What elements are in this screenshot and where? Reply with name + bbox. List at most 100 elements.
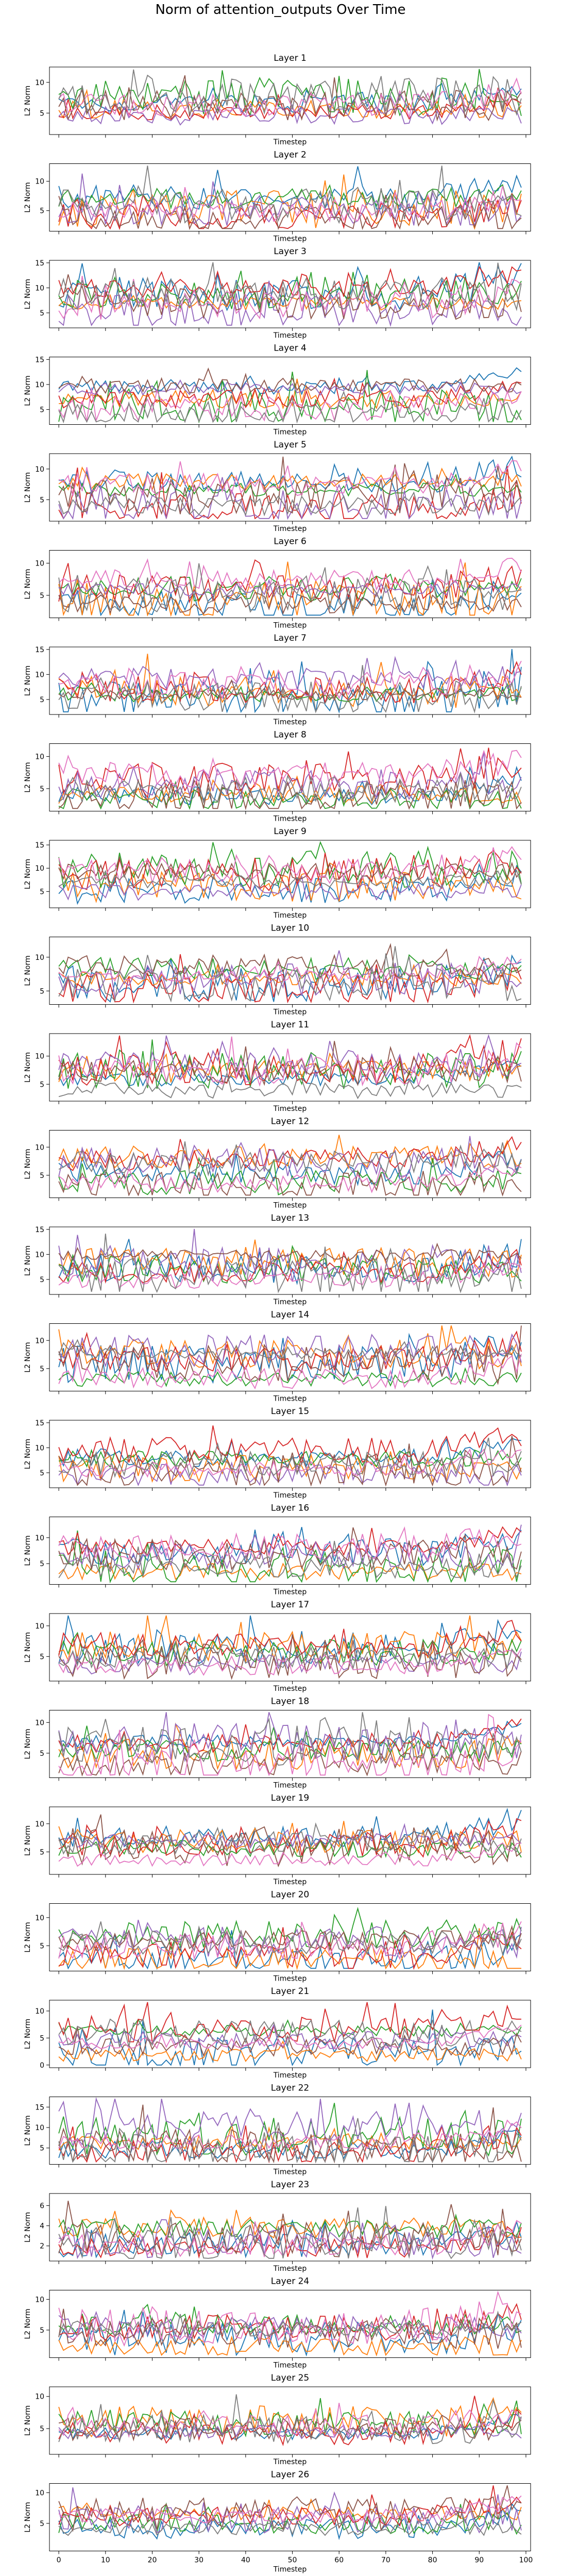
axes-frame bbox=[49, 1903, 531, 1971]
series-line bbox=[58, 660, 522, 700]
y-tick-label: 15 bbox=[35, 646, 44, 654]
y-tick-label: 10 bbox=[35, 753, 44, 761]
subplot-title: Layer 6 bbox=[274, 537, 307, 547]
series-line bbox=[58, 477, 522, 520]
x-tick-label: 50 bbox=[288, 2556, 297, 2565]
series-line bbox=[58, 377, 522, 410]
y-tick-label: 15 bbox=[35, 2103, 44, 2112]
x-axis-label: Timestep bbox=[273, 1685, 307, 1693]
x-axis-label: Timestep bbox=[273, 1105, 307, 1113]
series-line bbox=[58, 2097, 522, 2147]
series-line bbox=[58, 1640, 522, 1670]
subplot-layer-5: Layer 5 5 10 Timestep L2 Norm bbox=[24, 440, 531, 533]
y-tick-label: 10 bbox=[35, 381, 44, 389]
y-tick-label: 5 bbox=[40, 785, 44, 793]
subplot-layer-9: Layer 9 5 10 15 Timestep L2 Norm bbox=[24, 826, 531, 920]
subplot-layer-15: Layer 15 5 10 15 Timestep L2 Norm bbox=[24, 1406, 531, 1500]
series-line bbox=[58, 2396, 522, 2447]
x-tick-label: 40 bbox=[241, 2556, 250, 2565]
x-tick-label: 70 bbox=[381, 2556, 390, 2565]
series-line bbox=[58, 1921, 522, 1956]
subplot-layer-25: Layer 25 5 10 Timestep L2 Norm bbox=[24, 2373, 531, 2466]
y-tick-label: 10 bbox=[35, 559, 44, 568]
subplot-layer-6: Layer 6 5 10 Timestep L2 Norm bbox=[24, 537, 531, 630]
y-axis-label: L2 Norm bbox=[24, 2405, 32, 2436]
series-line bbox=[58, 2018, 522, 2037]
series-line bbox=[58, 2485, 522, 2532]
series-line bbox=[58, 875, 522, 901]
x-axis-label: Timestep bbox=[273, 2168, 307, 2176]
subplot-layer-8: Layer 8 5 10 Timestep L2 Norm bbox=[24, 730, 531, 823]
series-line bbox=[58, 367, 522, 394]
subplot-title: Layer 8 bbox=[274, 730, 307, 740]
series-line bbox=[58, 1136, 522, 1171]
series-line bbox=[58, 1228, 522, 1282]
y-tick-label: 10 bbox=[35, 2296, 44, 2304]
y-tick-label: 10 bbox=[35, 1444, 44, 1452]
series-line bbox=[58, 1526, 522, 1561]
series-line bbox=[58, 390, 522, 424]
x-axis-label: Timestep bbox=[273, 622, 307, 630]
series-line bbox=[58, 752, 522, 801]
y-tick-label: 5 bbox=[40, 1172, 44, 1180]
axes-frame bbox=[49, 937, 531, 1005]
y-axis-label: L2 Norm bbox=[24, 2019, 32, 2049]
series-line bbox=[58, 2206, 522, 2259]
y-tick-label: 10 bbox=[35, 2489, 44, 2497]
subplot-title: Layer 21 bbox=[271, 1986, 309, 1997]
subplot-layer-22: Layer 22 5 10 15 Timestep L2 Norm bbox=[24, 2083, 531, 2176]
axes-frame bbox=[49, 1323, 531, 1391]
axes-frame bbox=[49, 1710, 531, 1778]
y-axis-label: L2 Norm bbox=[24, 666, 32, 696]
y-tick-label: 5 bbox=[40, 1750, 44, 1758]
subplot-title: Layer 25 bbox=[271, 2373, 309, 2383]
series-line bbox=[58, 1925, 522, 1952]
series-line bbox=[58, 1712, 522, 1763]
series-line bbox=[58, 855, 522, 881]
y-tick-label: 10 bbox=[35, 284, 44, 292]
series-line bbox=[58, 1039, 522, 1089]
y-axis-label: L2 Norm bbox=[24, 375, 32, 406]
y-axis-label: L2 Norm bbox=[24, 955, 32, 986]
series-line bbox=[58, 1814, 522, 1868]
y-axis-label: L2 Norm bbox=[24, 1245, 32, 1276]
axes-frame bbox=[49, 2193, 531, 2262]
x-axis-label: Timestep bbox=[273, 1298, 307, 1306]
subplot-title: Layer 11 bbox=[271, 1020, 309, 1030]
series-line bbox=[58, 654, 522, 708]
series-line bbox=[58, 387, 522, 423]
y-axis-label: L2 Norm bbox=[24, 1149, 32, 1179]
series-line bbox=[58, 580, 522, 616]
x-tick-label: 90 bbox=[474, 2556, 484, 2565]
subplot-layer-4: Layer 4 5 10 15 Timestep L2 Norm bbox=[24, 343, 531, 437]
series-line bbox=[58, 1615, 522, 1665]
axes-frame bbox=[49, 357, 531, 425]
series-line bbox=[58, 491, 522, 517]
y-axis-label: L2 Norm bbox=[24, 472, 32, 503]
series-line bbox=[58, 2209, 521, 2239]
series-line bbox=[58, 1234, 522, 1293]
y-tick-label: 5 bbox=[40, 406, 44, 414]
series-line bbox=[58, 963, 522, 987]
series-line bbox=[58, 1807, 522, 1848]
series-line bbox=[58, 954, 522, 980]
series-line bbox=[58, 2303, 522, 2338]
y-tick-label: 15 bbox=[35, 356, 44, 364]
series-line bbox=[58, 2119, 522, 2151]
y-tick-label: 5 bbox=[40, 2326, 44, 2335]
axes-frame bbox=[49, 1806, 531, 1875]
subplot-layer-1: Layer 1 5 10 Timestep L2 Norm bbox=[24, 53, 531, 146]
series-line bbox=[58, 1249, 522, 1284]
y-axis-label: L2 Norm bbox=[24, 1729, 32, 1759]
series-line bbox=[59, 1530, 522, 1584]
series-line bbox=[58, 1722, 522, 1771]
series-line bbox=[58, 2495, 522, 2524]
x-axis-label: Timestep bbox=[273, 718, 307, 726]
series-line bbox=[58, 747, 522, 799]
series-line bbox=[58, 1325, 522, 1371]
y-tick-label: 5 bbox=[40, 1365, 44, 1373]
series-line bbox=[58, 778, 522, 810]
series-line bbox=[58, 1260, 522, 1289]
series-line bbox=[58, 69, 522, 117]
